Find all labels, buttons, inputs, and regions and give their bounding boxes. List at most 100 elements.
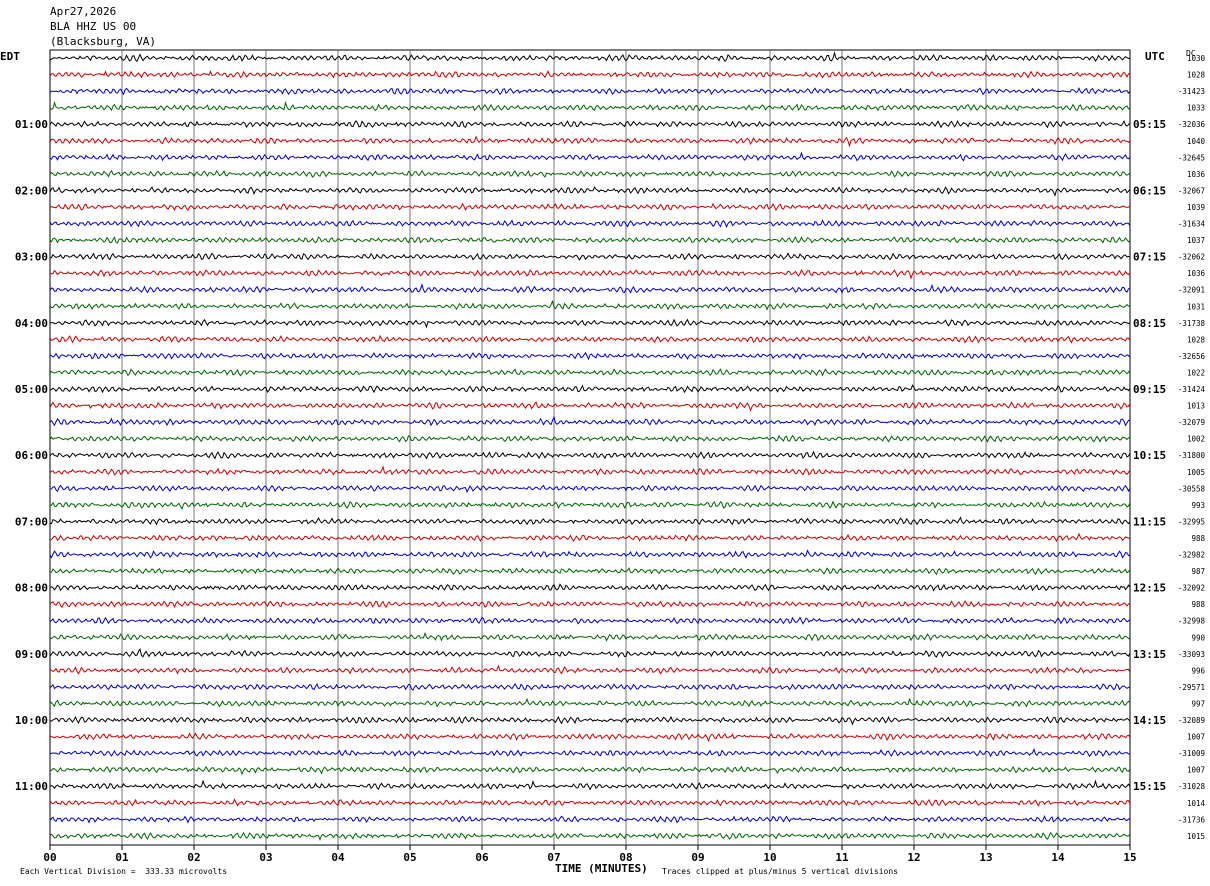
x-tick-label: 00 [43,851,56,864]
left-hour-label: 03:00 [15,251,48,264]
dc-offset-label: 1028 [1187,335,1206,344]
seismic-trace [49,235,1131,244]
dc-offset-label: -32062 [1178,253,1205,262]
x-tick-label: 13 [979,851,992,864]
dc-offset-label: -31736 [1178,815,1206,824]
left-hour-label: 09:00 [15,648,48,661]
dc-offset-label: -32998 [1178,617,1206,626]
seismic-trace [49,682,1131,691]
x-tick-label: 06 [475,851,489,864]
seismic-trace [49,299,1131,311]
right-hour-label: 06:15 [1133,184,1166,197]
seismic-trace [49,516,1131,526]
seismic-trace [49,334,1131,344]
seismic-trace [49,765,1131,776]
dc-offset-label: -32995 [1178,517,1205,526]
dc-offset-label: -29571 [1178,683,1205,692]
seismic-trace [49,732,1131,743]
dc-offset-label: 1036 [1187,170,1206,179]
dc-offset-label: -31634 [1178,220,1206,229]
seismic-trace [49,599,1131,609]
dc-offset-label: -32092 [1178,584,1205,593]
dc-offset-label: 1040 [1187,137,1206,146]
dc-offset-label: 1007 [1187,733,1205,742]
dc-offset-label: 1022 [1187,368,1205,377]
seismic-trace [49,697,1131,708]
seismic-trace [49,616,1131,625]
dc-offset-label: 1014 [1187,799,1206,808]
dc-offset-label: -32982 [1178,551,1205,560]
seismic-trace [49,283,1131,295]
station-location: (Blacksburg, VA) [50,35,156,48]
seismic-trace [49,86,1131,96]
seismic-trace [49,119,1131,129]
scale-note: Each Vertical Division = 333.33 microvol… [20,867,228,876]
dc-offset-label: -31423 [1178,87,1205,96]
seismic-trace [49,100,1131,112]
dc-offset-label: -31009 [1178,749,1205,758]
right-hour-label: 14:15 [1133,714,1166,727]
left-hour-label: 10:00 [15,714,48,727]
dc-offset-label: -32079 [1178,418,1205,427]
dc-offset-label: 993 [1191,501,1205,510]
dc-offset-label: 997 [1191,699,1205,708]
x-tick-label: 02 [187,851,200,864]
x-tick-label: 01 [115,851,129,864]
seismic-trace [49,434,1131,443]
seismic-trace [49,747,1131,758]
x-tick-label: 15 [1123,851,1136,864]
dc-offset-label: 996 [1191,666,1205,675]
left-hour-label: 11:00 [15,780,48,793]
x-tick-label: 14 [1051,851,1065,864]
right-hour-label: 10:15 [1133,449,1166,462]
dc-offset-label: -30558 [1178,484,1206,493]
seismic-trace [49,815,1131,824]
plot-date: Apr27,2026 [50,5,117,18]
clip-note: Traces clipped at plus/minus 5 vertical … [662,867,899,876]
left-hour-label: 07:00 [15,515,48,528]
right-hour-label: 12:15 [1133,582,1166,595]
seismic-trace [49,664,1131,675]
seismic-trace [49,450,1131,460]
left-hour-label: 02:00 [15,184,48,197]
right-hour-label: 11:15 [1133,515,1166,528]
seismic-trace [49,500,1131,511]
dc-column-label: DC [1186,49,1196,58]
seismic-trace [49,51,1131,63]
seismic-trace [49,186,1131,197]
dc-offset-label: 1015 [1187,832,1205,841]
right-hour-label: 08:15 [1133,317,1166,330]
left-hour-label: 08:00 [15,582,48,595]
seismic-trace [49,351,1131,361]
left-hour-label: 04:00 [15,317,48,330]
right-hour-label: 09:15 [1133,383,1166,396]
dc-offset-label: 1037 [1187,236,1205,245]
x-tick-label: 03 [259,851,272,864]
dc-offset-label: -32091 [1178,286,1205,295]
dc-offset-label: 1028 [1187,71,1206,80]
seismic-trace [49,484,1131,493]
dc-offset-label: 1007 [1187,766,1205,775]
seismic-trace [49,715,1131,726]
station-name: BLA HHZ US 00 [50,20,137,33]
seismic-trace [49,202,1131,212]
x-tick-label: 05 [403,851,416,864]
seismic-trace [49,70,1131,79]
seismic-trace [49,798,1131,807]
seismic-trace [49,465,1131,476]
dc-offset-label: 990 [1191,633,1205,642]
dc-offset-label: -31800 [1178,451,1206,460]
dc-offset-label: -31738 [1178,319,1206,328]
seismic-trace [49,269,1131,280]
right-hour-label: 07:15 [1133,251,1166,264]
dc-offset-label: -33093 [1178,650,1205,659]
right-hour-label: 15:15 [1133,780,1166,793]
dc-offset-label: -32656 [1178,352,1206,361]
seismic-trace [49,831,1131,842]
dc-offset-label: -32036 [1178,120,1206,129]
dc-offset-label: 1030 [1187,54,1206,63]
seismic-trace [50,318,1131,329]
seismic-trace [49,401,1131,412]
seismic-trace [49,583,1131,592]
